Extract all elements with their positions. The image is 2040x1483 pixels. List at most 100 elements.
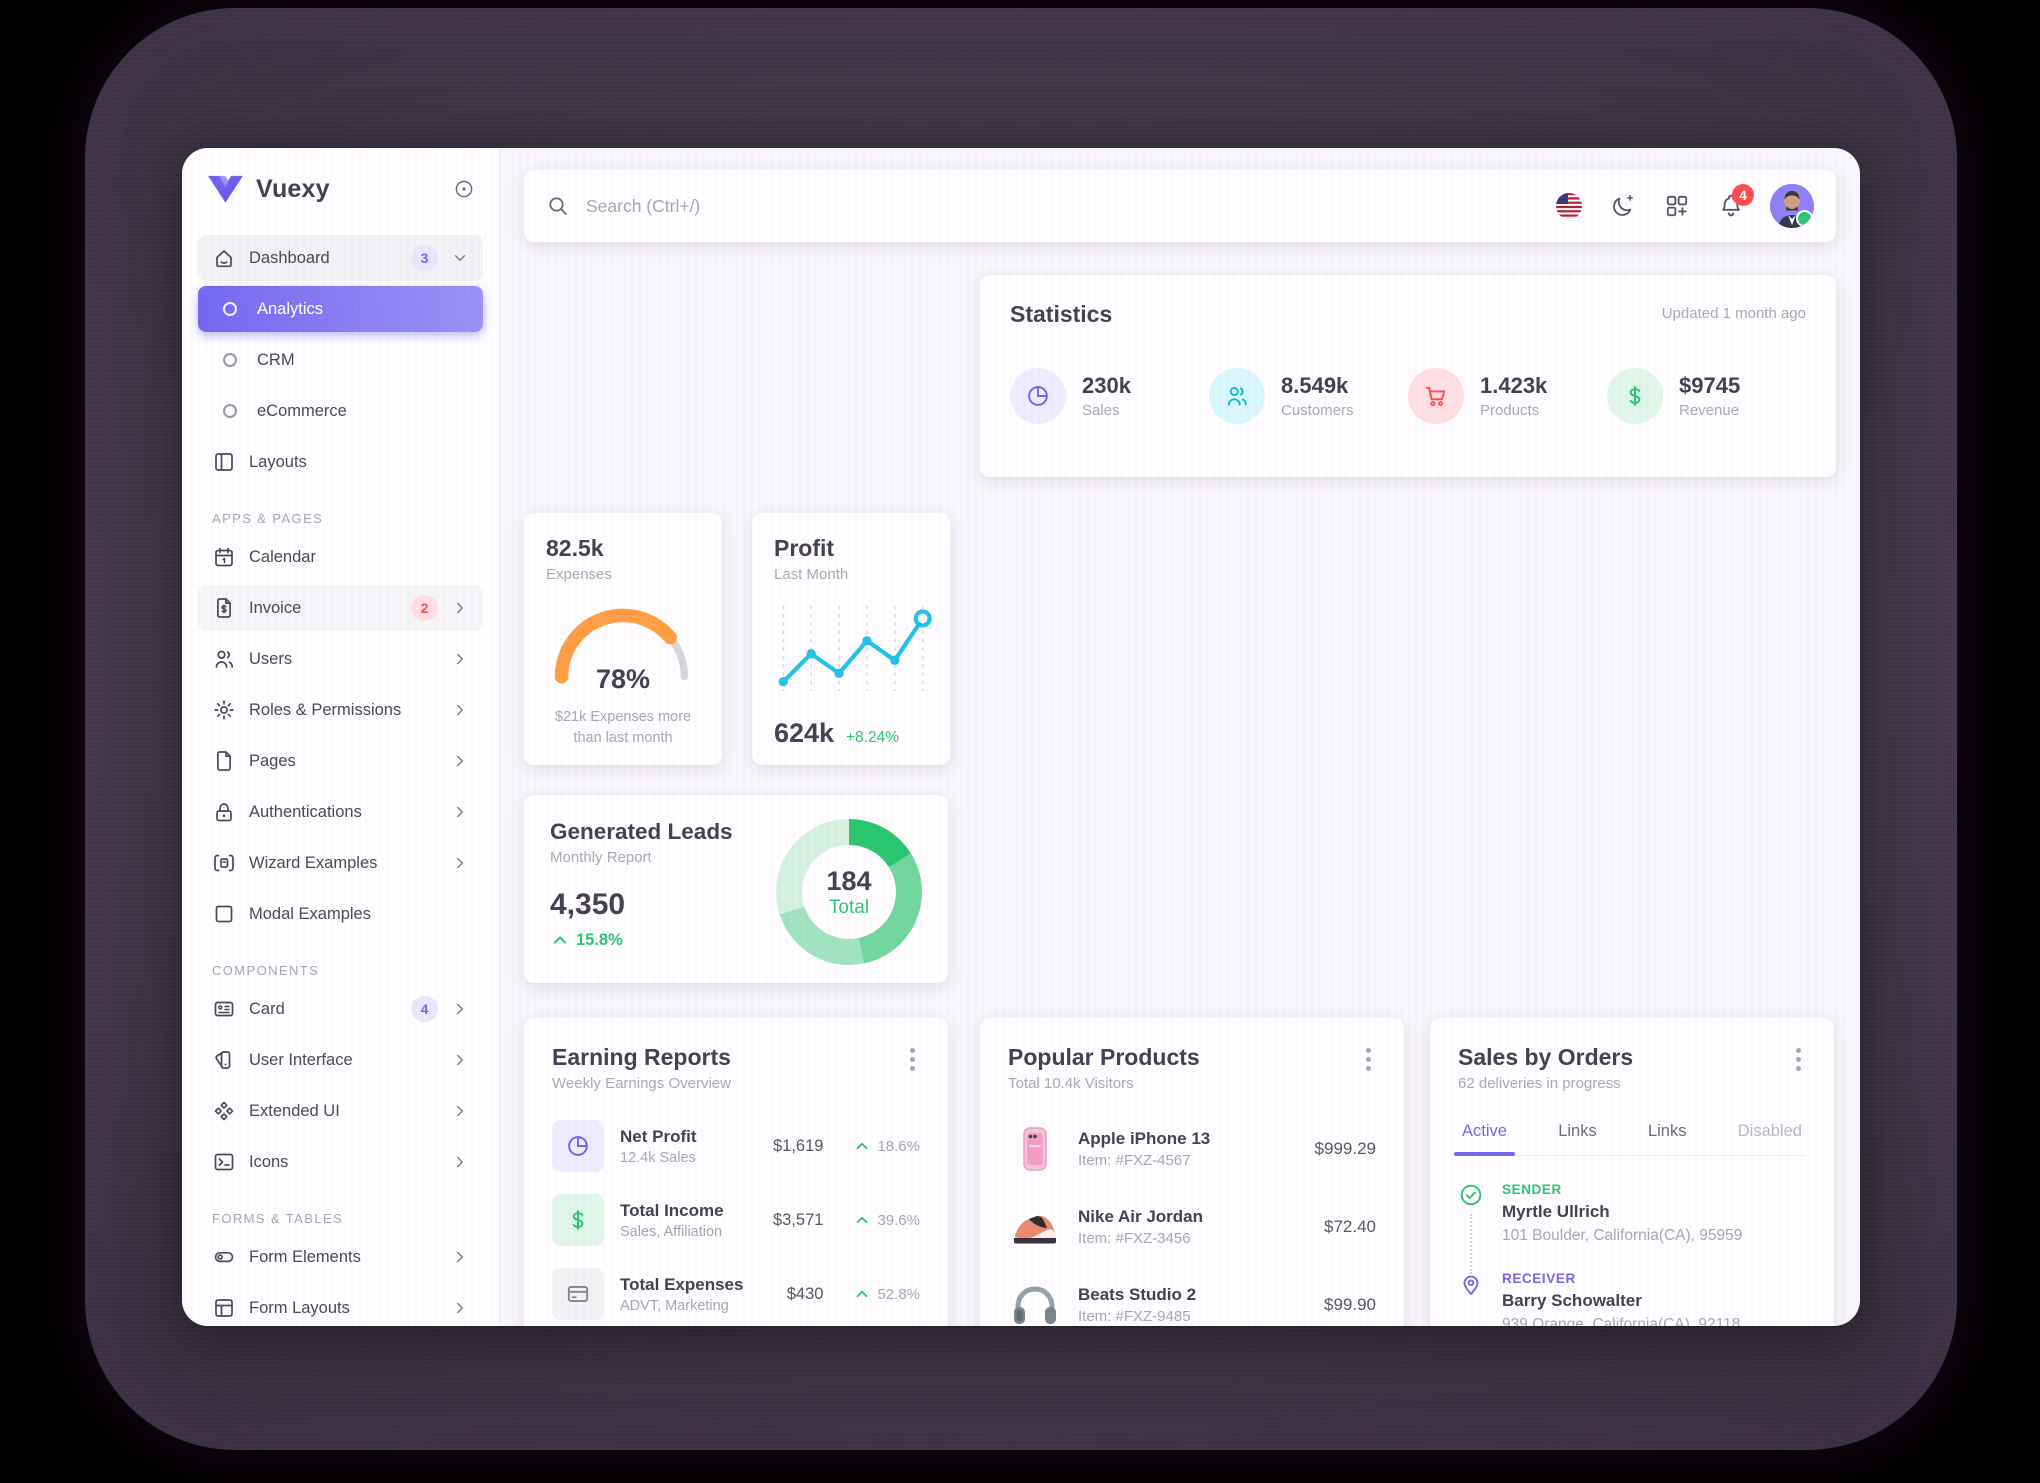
bullet-icon xyxy=(223,353,237,367)
sidebar-item-label: Users xyxy=(249,649,293,668)
leads-donut-chart: 184 Total xyxy=(776,819,922,965)
earning-row-title: Total Income xyxy=(620,1200,724,1220)
sidebar-item-ecommerce[interactable]: eCommerce xyxy=(198,388,483,434)
tab-links-1[interactable]: Links xyxy=(1558,1122,1597,1140)
stat-customers: 8.549k Customers xyxy=(1209,368,1408,424)
receiver-name: Barry Schowalter xyxy=(1502,1291,1642,1310)
statistics-updated: Updated 1 month ago xyxy=(1661,305,1806,322)
profit-card: Profit Last Month 624k +8.24% xyxy=(752,513,950,765)
map-pin-icon xyxy=(1458,1271,1484,1297)
sidebar-item-form-layouts[interactable]: Form Layouts xyxy=(198,1285,483,1326)
card-badge: 4 xyxy=(411,996,438,1022)
us-flag-icon xyxy=(1556,193,1582,219)
sidebar-item-authentications[interactable]: Authentications xyxy=(198,789,483,835)
earning-row-net-profit: Net Profit 12.4k Sales $1,619 18.6% xyxy=(552,1120,920,1172)
leads-total: 184 xyxy=(826,865,872,896)
sidebar-item-card[interactable]: Card 4 xyxy=(198,986,483,1032)
product-name: Beats Studio 2 xyxy=(1078,1285,1197,1304)
sidebar-item-label: Wizard Examples xyxy=(249,853,378,872)
earning-row-amount: $430 xyxy=(786,1284,824,1303)
theme-toggle-button[interactable] xyxy=(1608,191,1638,221)
sidebar-item-extended-ui[interactable]: Extended UI xyxy=(198,1088,483,1134)
home-icon xyxy=(212,246,236,270)
sidebar-item-user-interface[interactable]: User Interface xyxy=(198,1037,483,1083)
sidebar-item-icons[interactable]: Icons xyxy=(198,1139,483,1185)
expenses-gauge-chart: 78% xyxy=(548,603,698,694)
chevron-right-icon xyxy=(451,752,469,770)
sidebar-item-label: Calendar xyxy=(249,547,316,566)
sidebar-item-invoice[interactable]: Invoice 2 xyxy=(198,585,483,631)
earning-row-delta: 18.6% xyxy=(877,1137,920,1155)
sidebar-item-form-elements[interactable]: Form Elements xyxy=(198,1234,483,1280)
popular-title: Popular Products xyxy=(1008,1044,1200,1070)
sidebar-item-pages[interactable]: Pages xyxy=(198,738,483,784)
user-avatar[interactable] xyxy=(1770,184,1814,228)
product-price: $999.29 xyxy=(1314,1139,1376,1158)
chart-pie-icon xyxy=(565,1133,591,1159)
online-status-dot xyxy=(1796,210,1813,227)
sidebar-item-crm[interactable]: CRM xyxy=(198,337,483,383)
brand-name: Vuexy xyxy=(256,174,330,203)
sender-name: Myrtle Ullrich xyxy=(1502,1202,1610,1221)
notifications-button[interactable]: 4 xyxy=(1716,184,1754,221)
sidebar-item-wizard-examples[interactable]: Wizard Examples xyxy=(198,840,483,886)
sidebar-item-roles-permissions[interactable]: Roles & Permissions xyxy=(198,687,483,733)
delivery-timeline: SENDER Myrtle Ullrich 101 Boulder, Calif… xyxy=(1458,1182,1806,1326)
sidebar-item-dashboard[interactable]: Dashboard 3 xyxy=(198,235,483,281)
section-header-apps-pages: APPS & PAGES xyxy=(212,511,324,526)
earning-title: Earning Reports xyxy=(552,1044,731,1070)
product-row-iphone: Apple iPhone 13 Item: #FXZ-4567 $999.29 xyxy=(1008,1122,1376,1176)
chevron-right-icon xyxy=(451,1248,469,1266)
product-item-number: Item: #FXZ-9485 xyxy=(1078,1308,1191,1325)
arrow-up-icon xyxy=(853,1211,871,1229)
leads-delta-value: 15.8% xyxy=(576,930,623,949)
invoice-badge: 2 xyxy=(411,595,438,621)
sidebar-item-calendar[interactable]: Calendar xyxy=(198,534,483,580)
language-flag-button[interactable] xyxy=(1554,191,1584,221)
leads-subtitle: Monthly Report xyxy=(550,849,652,866)
earning-row-total-expenses: Total Expenses ADVT, Marketing $430 52.8… xyxy=(552,1268,920,1320)
timeline-sender: SENDER Myrtle Ullrich 101 Boulder, Calif… xyxy=(1458,1182,1806,1274)
product-image-headphones xyxy=(1008,1278,1062,1326)
tab-disabled[interactable]: Disabled xyxy=(1737,1122,1802,1140)
chevron-right-icon xyxy=(451,1000,469,1018)
popular-subtitle: Total 10.4k Visitors xyxy=(1008,1075,1134,1092)
sidebar-item-label: Form Layouts xyxy=(249,1298,350,1317)
sidebar-item-users[interactable]: Users xyxy=(198,636,483,682)
product-item-number: Item: #FXZ-4567 xyxy=(1078,1152,1191,1169)
tab-active[interactable]: Active xyxy=(1454,1116,1515,1156)
arrow-up-icon xyxy=(550,930,570,950)
sidebar-item-analytics[interactable]: Analytics xyxy=(198,286,483,332)
chevron-right-icon xyxy=(451,1051,469,1069)
sidebar-item-label: Dashboard xyxy=(249,248,330,267)
search-input[interactable] xyxy=(584,194,1540,218)
swatch-icon xyxy=(212,1048,236,1072)
more-options-button[interactable] xyxy=(1362,1044,1376,1075)
earning-reports-card: Earning Reports Weekly Earnings Overview… xyxy=(524,1018,948,1326)
file-icon xyxy=(212,749,236,773)
sidebar-item-modal-examples[interactable]: Modal Examples xyxy=(198,891,483,937)
main-content: 4 xyxy=(500,148,1860,1326)
timeline-receiver: RECEIVER Barry Schowalter 939 Orange, Ca… xyxy=(1458,1271,1806,1326)
app-window: Vuexy Dashboard 3 Analytics CRM eCommerc… xyxy=(182,148,1860,1326)
profit-delta: +8.24% xyxy=(846,729,900,746)
shortcuts-button[interactable] xyxy=(1662,191,1692,221)
sidebar-item-label: Card xyxy=(249,999,285,1018)
expenses-label: Expenses xyxy=(546,566,612,583)
notification-badge: 4 xyxy=(1732,184,1754,206)
credit-card-icon xyxy=(565,1281,591,1307)
arrow-up-icon xyxy=(853,1285,871,1303)
sales-by-orders-card: Sales by Orders 62 deliveries in progres… xyxy=(1430,1018,1834,1326)
search-icon xyxy=(546,194,570,218)
sidebar-item-label: eCommerce xyxy=(257,401,347,420)
sidebar-item-layouts[interactable]: Layouts xyxy=(198,439,483,485)
menu-pin-icon[interactable] xyxy=(453,178,475,200)
sidebar-item-label: Extended UI xyxy=(249,1101,340,1120)
tab-links-2[interactable]: Links xyxy=(1647,1122,1687,1140)
more-options-button[interactable] xyxy=(1792,1044,1806,1075)
stat-value: 230k xyxy=(1082,373,1131,398)
grid-plus-icon xyxy=(1664,193,1690,219)
check-circle-icon xyxy=(1458,1182,1484,1208)
leads-delta: 15.8% xyxy=(550,930,733,950)
more-options-button[interactable] xyxy=(906,1044,920,1075)
